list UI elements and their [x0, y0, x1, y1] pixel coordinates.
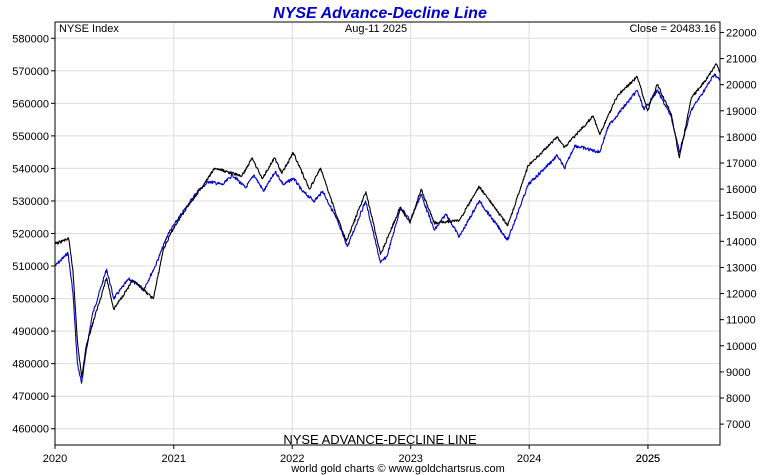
- chart-title: NYSE Advance-Decline Line: [273, 5, 487, 22]
- date-label: Aug-11 2025: [345, 23, 407, 35]
- right-tick-label: 15000: [726, 210, 757, 222]
- left-tick-label: 560000: [12, 98, 49, 110]
- left-tick-label: 480000: [12, 359, 49, 371]
- x-tick-label: 2024: [517, 453, 541, 465]
- left-tick-label: 460000: [12, 424, 49, 436]
- right-tick-label: 16000: [726, 184, 757, 196]
- left-tick-label: 500000: [12, 294, 49, 306]
- right-tick-label: 21000: [726, 54, 757, 66]
- left-tick-label: 490000: [12, 326, 49, 338]
- right-tick-label: 20000: [726, 80, 757, 92]
- x-tick-label: 2025: [636, 453, 660, 465]
- right-tick-label: 11000: [726, 315, 756, 327]
- credit-label: world gold charts © www.goldchartsrus.co…: [290, 463, 505, 475]
- left-axis: 460000 470000 480000 490000 500000 510000 5200…: [12, 33, 55, 436]
- right-tick-label: 10000: [726, 341, 757, 353]
- x-tick-label: 2020: [43, 453, 67, 465]
- left-tick-label: 550000: [12, 131, 49, 143]
- close-value-label: Close = 20483.16: [629, 23, 716, 35]
- series-layer: [54, 63, 721, 384]
- left-tick-label: 540000: [12, 163, 49, 175]
- left-tick-label: 520000: [12, 229, 49, 241]
- right-tick-label: 18000: [726, 132, 757, 144]
- left-tick-label: 510000: [12, 261, 49, 273]
- right-tick-label: 8000: [726, 393, 750, 405]
- index-name-label: NYSE Index: [59, 23, 119, 35]
- right-tick-label: 19000: [726, 106, 757, 118]
- right-tick-label: 9000: [726, 367, 750, 379]
- right-tick-label: 12000: [726, 289, 757, 301]
- nyse-index-series-line: [54, 63, 721, 378]
- x-tick-label: 2022: [280, 453, 304, 465]
- left-tick-label: 580000: [12, 33, 49, 45]
- right-tick-label: 13000: [726, 262, 757, 274]
- right-axis: 7000 8000 9000 10000 11000 12000 13000 14000 150…: [720, 27, 757, 431]
- left-tick-label: 570000: [12, 66, 49, 78]
- left-tick-label: 530000: [12, 196, 49, 208]
- right-tick-label: 7000: [726, 419, 750, 431]
- right-tick-label: 22000: [726, 27, 757, 39]
- advance-decline-series-line: [54, 73, 721, 384]
- right-tick-label: 14000: [726, 236, 757, 248]
- grid-layer: [55, 22, 720, 445]
- x-tick-label: 2025: [636, 453, 660, 465]
- x-tick-label: 2023: [398, 453, 422, 465]
- bottom-series-label: NYSE ADVANCE-DECLINE LINE: [283, 432, 477, 447]
- x-tick-label: 2021: [162, 453, 186, 465]
- right-tick-label: 17000: [726, 158, 757, 170]
- left-tick-label: 470000: [12, 391, 49, 403]
